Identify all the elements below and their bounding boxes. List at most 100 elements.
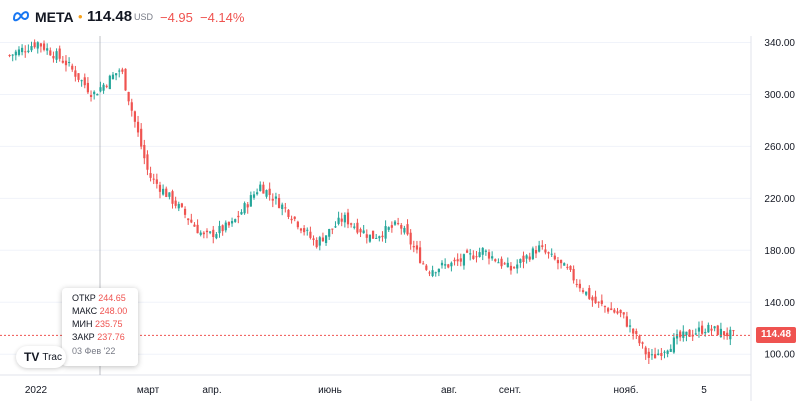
candle-body[interactable]: [359, 229, 362, 233]
candle-body[interactable]: [365, 234, 368, 238]
candle-body[interactable]: [591, 297, 594, 301]
candle-body[interactable]: [682, 331, 685, 338]
candle-body[interactable]: [11, 54, 14, 56]
candle-body[interactable]: [512, 267, 516, 269]
candle-body[interactable]: [613, 309, 616, 313]
candle-body[interactable]: [628, 325, 632, 327]
tradingview-logo[interactable]: TV Trac: [16, 346, 66, 368]
candle-body[interactable]: [96, 93, 99, 96]
candle-body[interactable]: [93, 91, 96, 95]
candle-body[interactable]: [453, 259, 456, 262]
candle-body[interactable]: [375, 237, 378, 239]
candle-body[interactable]: [55, 51, 58, 60]
candle-body[interactable]: [440, 262, 444, 266]
candle-body[interactable]: [685, 331, 688, 336]
candle-body[interactable]: [121, 69, 124, 72]
candle-body[interactable]: [497, 262, 500, 264]
candle-body[interactable]: [641, 342, 644, 344]
candle-body[interactable]: [444, 264, 447, 266]
candle-body[interactable]: [39, 43, 42, 47]
candle-body[interactable]: [384, 226, 387, 239]
candle-body[interactable]: [171, 191, 174, 204]
candle-body[interactable]: [312, 238, 315, 240]
candle-body[interactable]: [33, 42, 36, 48]
candle-body[interactable]: [196, 224, 199, 234]
candle-body[interactable]: [240, 212, 243, 215]
candle-body[interactable]: [644, 347, 647, 355]
candle-body[interactable]: [187, 218, 190, 221]
candle-body[interactable]: [68, 62, 71, 64]
candle-body[interactable]: [393, 221, 397, 225]
candle-body[interactable]: [83, 77, 86, 86]
candle-body[interactable]: [465, 250, 469, 253]
ticker-symbol[interactable]: META: [35, 9, 74, 25]
candle-body[interactable]: [481, 247, 484, 255]
candles-group[interactable]: [8, 39, 735, 364]
candle-body[interactable]: [331, 228, 334, 230]
candle-body[interactable]: [638, 336, 641, 344]
candle-body[interactable]: [694, 333, 697, 335]
candle-body[interactable]: [447, 264, 450, 268]
candle-body[interactable]: [575, 283, 578, 285]
candle-body[interactable]: [422, 263, 425, 265]
candle-body[interactable]: [337, 217, 340, 224]
candle-body[interactable]: [716, 325, 719, 335]
candle-body[interactable]: [713, 326, 716, 329]
candle-body[interactable]: [49, 50, 52, 56]
candle-body[interactable]: [165, 188, 168, 197]
candle-body[interactable]: [328, 228, 331, 237]
candle-body[interactable]: [209, 231, 212, 233]
candle-body[interactable]: [729, 329, 732, 340]
candle-body[interactable]: [428, 272, 431, 274]
candle-body[interactable]: [80, 80, 83, 82]
candle-body[interactable]: [397, 223, 400, 225]
candle-body[interactable]: [190, 219, 193, 223]
candle-body[interactable]: [553, 255, 556, 260]
candle-body[interactable]: [340, 218, 343, 222]
price-axis-labels[interactable]: 100.00 140.00 180.00 220.00 260.00 300.00 340.…: [764, 38, 795, 361]
candle-body[interactable]: [415, 245, 419, 250]
candle-body[interactable]: [472, 255, 475, 259]
candle-body[interactable]: [21, 47, 24, 53]
candle-body[interactable]: [704, 332, 707, 334]
candle-body[interactable]: [563, 263, 566, 266]
candle-body[interactable]: [378, 236, 381, 239]
candle-body[interactable]: [199, 232, 202, 235]
candle-body[interactable]: [669, 348, 672, 352]
candle-body[interactable]: [679, 331, 682, 338]
candle-body[interactable]: [635, 331, 638, 334]
candle-body[interactable]: [350, 223, 353, 225]
candle-body[interactable]: [484, 250, 487, 252]
candle-body[interactable]: [224, 222, 227, 231]
candle-body[interactable]: [550, 253, 553, 255]
candle-body[interactable]: [619, 309, 622, 314]
candle-body[interactable]: [309, 231, 312, 238]
candle-body[interactable]: [30, 46, 33, 51]
candle-body[interactable]: [140, 128, 143, 147]
candle-body[interactable]: [136, 121, 140, 133]
candle-body[interactable]: [381, 235, 384, 238]
candle-body[interactable]: [152, 178, 155, 180]
candle-body[interactable]: [431, 270, 434, 276]
candle-body[interactable]: [259, 184, 262, 192]
candle-body[interactable]: [237, 215, 240, 218]
candle-body[interactable]: [707, 324, 710, 333]
candle-body[interactable]: [111, 74, 115, 80]
candle-body[interactable]: [534, 250, 538, 254]
candle-body[interactable]: [412, 246, 415, 248]
candle-body[interactable]: [503, 263, 506, 265]
candle-body[interactable]: [660, 353, 663, 357]
candle-body[interactable]: [174, 200, 177, 206]
candle-body[interactable]: [42, 43, 46, 50]
candle-body[interactable]: [459, 258, 462, 262]
candle-body[interactable]: [509, 265, 513, 271]
candle-body[interactable]: [321, 237, 325, 242]
candle-body[interactable]: [318, 237, 321, 246]
candle-body[interactable]: [531, 248, 534, 260]
candle-body[interactable]: [296, 221, 299, 228]
candle-body[interactable]: [61, 60, 64, 63]
candle-body[interactable]: [390, 225, 393, 228]
candle-body[interactable]: [585, 291, 588, 295]
candle-body[interactable]: [726, 332, 729, 337]
candle-body[interactable]: [124, 68, 127, 91]
